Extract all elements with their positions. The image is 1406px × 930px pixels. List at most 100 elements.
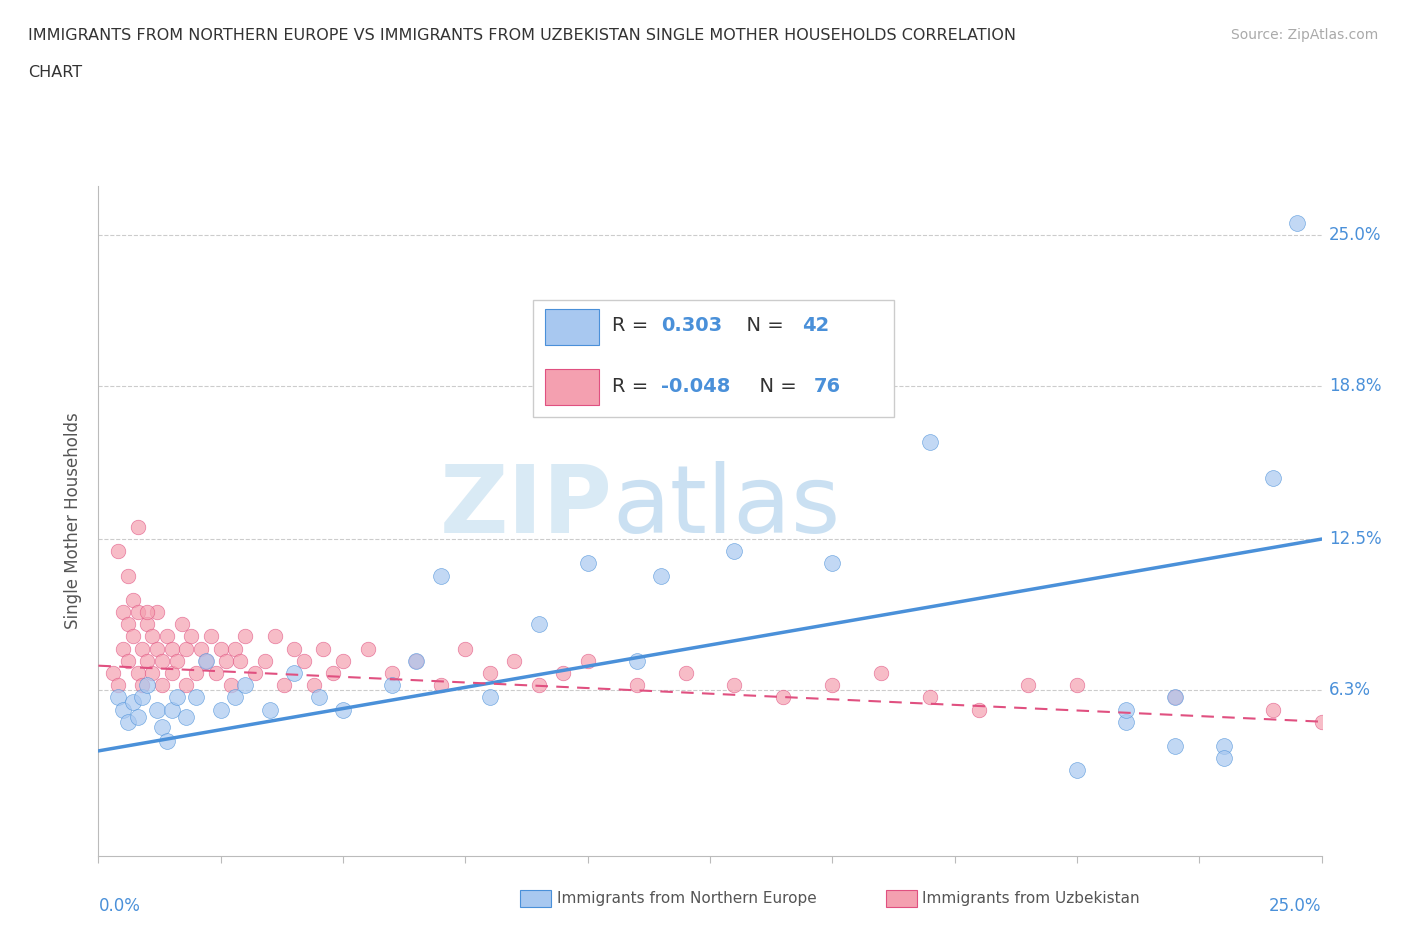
Text: -0.048: -0.048 xyxy=(661,378,731,396)
Text: 76: 76 xyxy=(814,378,841,396)
Point xyxy=(127,666,149,681)
Point xyxy=(1310,714,1333,729)
Point xyxy=(195,654,218,669)
Point xyxy=(146,604,169,619)
Point xyxy=(121,695,143,710)
Point xyxy=(233,629,256,644)
Point xyxy=(205,666,228,681)
Point xyxy=(259,702,281,717)
Point xyxy=(117,654,139,669)
Point xyxy=(1164,738,1187,753)
Point xyxy=(870,666,893,681)
Point xyxy=(1164,690,1187,705)
Point xyxy=(180,629,202,644)
Point xyxy=(322,666,344,681)
Text: 42: 42 xyxy=(801,316,830,335)
Point xyxy=(224,690,246,705)
Point xyxy=(160,641,183,656)
Point xyxy=(381,666,404,681)
Point xyxy=(195,654,218,669)
Point xyxy=(308,690,330,705)
Text: atlas: atlas xyxy=(612,461,841,553)
Text: N =: N = xyxy=(747,378,803,396)
Point xyxy=(1212,738,1234,753)
Point xyxy=(186,666,208,681)
Point xyxy=(312,641,335,656)
Text: 0.303: 0.303 xyxy=(661,316,723,335)
Text: N =: N = xyxy=(734,316,790,335)
Point xyxy=(430,678,453,693)
Point xyxy=(131,690,153,705)
Point xyxy=(136,678,159,693)
Point xyxy=(166,654,188,669)
Point xyxy=(283,641,305,656)
Point xyxy=(160,666,183,681)
Point xyxy=(121,629,143,644)
Point xyxy=(107,690,129,705)
Point xyxy=(253,654,276,669)
Point xyxy=(233,678,256,693)
Point xyxy=(1261,471,1284,485)
Text: 12.5%: 12.5% xyxy=(1329,530,1381,548)
Point xyxy=(772,690,794,705)
Y-axis label: Single Mother Households: Single Mother Households xyxy=(65,412,83,630)
Point xyxy=(209,702,232,717)
Point xyxy=(576,654,599,669)
Point xyxy=(1212,751,1234,765)
Point xyxy=(141,666,163,681)
Point xyxy=(503,654,526,669)
Point xyxy=(723,678,745,693)
Point xyxy=(920,434,942,449)
FancyBboxPatch shape xyxy=(546,369,599,405)
Point xyxy=(176,710,198,724)
Point xyxy=(332,702,354,717)
Point xyxy=(1066,763,1088,777)
Point xyxy=(136,654,159,669)
Point xyxy=(821,556,844,571)
Point xyxy=(723,544,745,559)
Text: ZIP: ZIP xyxy=(439,461,612,553)
Point xyxy=(117,617,139,631)
Point xyxy=(405,654,427,669)
Point xyxy=(107,678,129,693)
Point xyxy=(160,702,183,717)
Point xyxy=(111,641,134,656)
Point xyxy=(101,666,124,681)
Point xyxy=(626,654,648,669)
Point xyxy=(200,629,222,644)
Point xyxy=(117,714,139,729)
Point xyxy=(117,568,139,583)
Point xyxy=(136,604,159,619)
Point xyxy=(920,690,942,705)
Point xyxy=(527,678,550,693)
Point xyxy=(131,641,153,656)
FancyBboxPatch shape xyxy=(546,309,599,345)
Text: CHART: CHART xyxy=(28,65,82,80)
Point xyxy=(127,710,149,724)
Point xyxy=(1017,678,1039,693)
Point xyxy=(150,678,173,693)
Point xyxy=(1115,702,1137,717)
Point xyxy=(1164,690,1187,705)
Point xyxy=(127,604,149,619)
Text: 25.0%: 25.0% xyxy=(1329,226,1381,244)
Point xyxy=(156,629,179,644)
Point xyxy=(243,666,266,681)
Text: R =: R = xyxy=(612,316,655,335)
Point xyxy=(263,629,285,644)
Text: Source: ZipAtlas.com: Source: ZipAtlas.com xyxy=(1230,28,1378,42)
Point xyxy=(553,666,575,681)
Point xyxy=(478,666,501,681)
Point xyxy=(229,654,252,669)
Point xyxy=(527,617,550,631)
Point xyxy=(170,617,193,631)
Point xyxy=(131,678,153,693)
Point xyxy=(166,690,188,705)
Point xyxy=(224,641,246,656)
Point xyxy=(1066,678,1088,693)
Point xyxy=(381,678,404,693)
Point xyxy=(150,719,173,734)
Point xyxy=(1286,215,1309,230)
Text: Immigrants from Uzbekistan: Immigrants from Uzbekistan xyxy=(922,891,1140,906)
Point xyxy=(176,678,198,693)
